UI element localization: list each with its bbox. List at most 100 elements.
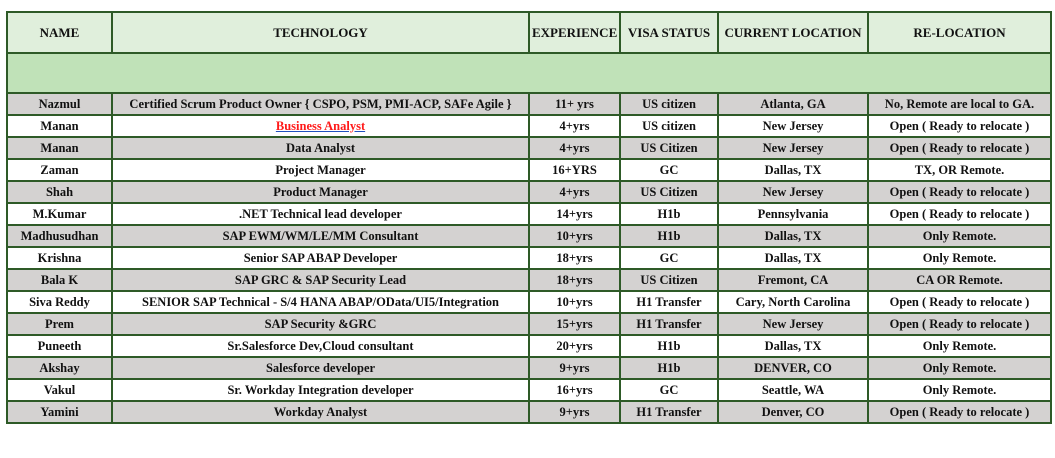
- technology-cell: Project Manager: [111, 158, 530, 182]
- relocation-cell: Only Remote.: [867, 378, 1052, 402]
- location-cell: New Jersey: [717, 114, 869, 138]
- visa-status-cell: US Citizen: [619, 268, 719, 292]
- experience-cell: 18+yrs: [528, 246, 621, 270]
- location-cell: DENVER, CO: [717, 356, 869, 380]
- table-row: Yamini Workday Analyst 9+yrs H1 Transfer Den…: [6, 400, 1052, 424]
- relocation-cell: Open ( Ready to relocate ): [867, 312, 1052, 336]
- experience-cell: 18+yrs: [528, 268, 621, 292]
- location-cell: Atlanta, GA: [717, 92, 869, 116]
- technology-cell: SAP GRC & SAP Security Lead: [111, 268, 530, 292]
- experience-cell: 16+YRS: [528, 158, 621, 182]
- table-row: Krishna Senior SAP ABAP Developer 18+yrs GC…: [6, 246, 1052, 270]
- header-row: NAME TECHNOLOGY EXPERIENCE VISA STATUS C…: [6, 11, 1052, 54]
- header-relocation: RE-LOCATION: [867, 11, 1052, 54]
- spacer-band: [6, 52, 1052, 94]
- technology-cell: SAP EWM/WM/LE/MM Consultant: [111, 224, 530, 248]
- name-cell: Manan: [6, 114, 113, 138]
- relocation-cell: Only Remote.: [867, 246, 1052, 270]
- location-cell: New Jersey: [717, 312, 869, 336]
- name-cell: Prem: [6, 312, 113, 336]
- table-row: Madhusudhan SAP EWM/WM/LE/MM Consultant 10…: [6, 224, 1052, 248]
- relocation-cell: Open ( Ready to relocate ): [867, 136, 1052, 160]
- location-cell: Cary, North Carolina: [717, 290, 869, 314]
- table-row: Siva Reddy SENIOR SAP Technical - S/4 HAN…: [6, 290, 1052, 314]
- candidates-table: NAME TECHNOLOGY EXPERIENCE VISA STATUS C…: [6, 11, 1052, 424]
- technology-cell: Sr. Workday Integration developer: [111, 378, 530, 402]
- technology-link[interactable]: Business Analyst: [275, 118, 366, 133]
- experience-cell: 14+yrs: [528, 202, 621, 226]
- name-cell: Vakul: [6, 378, 113, 402]
- name-cell: Nazmul: [6, 92, 113, 116]
- visa-status-cell: GC: [619, 378, 719, 402]
- visa-status-cell: H1 Transfer: [619, 312, 719, 336]
- visa-status-cell: H1b: [619, 202, 719, 226]
- location-cell: Fremont, CA: [717, 268, 869, 292]
- table-row: Nazmul Certified Scrum Product Owner { CS…: [6, 92, 1052, 116]
- experience-cell: 11+ yrs: [528, 92, 621, 116]
- relocation-cell: Open ( Ready to relocate ): [867, 114, 1052, 138]
- visa-status-cell: H1 Transfer: [619, 290, 719, 314]
- experience-cell: 4+yrs: [528, 180, 621, 204]
- visa-status-cell: GC: [619, 158, 719, 182]
- table-row: Puneeth Sr.Salesforce Dev,Cloud consultan…: [6, 334, 1052, 358]
- table-row: Prem SAP Security &GRC 15+yrs H1 Transfer Ne…: [6, 312, 1052, 336]
- technology-cell: Certified Scrum Product Owner { CSPO, PS…: [111, 92, 530, 116]
- name-cell: Yamini: [6, 400, 113, 424]
- relocation-cell: TX, OR Remote.: [867, 158, 1052, 182]
- table-row: M.Kumar .NET Technical lead developer 14+y…: [6, 202, 1052, 226]
- location-cell: Denver, CO: [717, 400, 869, 424]
- spacer-cell: [6, 52, 1052, 94]
- table-row: Shah Product Manager 4+yrs US Citizen New Je…: [6, 180, 1052, 204]
- technology-cell: Product Manager: [111, 180, 530, 204]
- name-cell: Siva Reddy: [6, 290, 113, 314]
- visa-status-cell: H1b: [619, 224, 719, 248]
- technology-cell: Senior SAP ABAP Developer: [111, 246, 530, 270]
- technology-cell: SAP Security &GRC: [111, 312, 530, 336]
- experience-cell: 10+yrs: [528, 224, 621, 248]
- name-cell: Madhusudhan: [6, 224, 113, 248]
- technology-cell: Salesforce developer: [111, 356, 530, 380]
- experience-cell: 4+yrs: [528, 114, 621, 138]
- technology-cell: SENIOR SAP Technical - S/4 HANA ABAP/ODa…: [111, 290, 530, 314]
- location-cell: New Jersey: [717, 180, 869, 204]
- visa-status-cell: GC: [619, 246, 719, 270]
- visa-status-cell: H1b: [619, 356, 719, 380]
- table-row: Bala K SAP GRC & SAP Security Lead 18+yrs U…: [6, 268, 1052, 292]
- technology-cell: Data Analyst: [111, 136, 530, 160]
- technology-cell: Business Analyst: [111, 114, 530, 138]
- table-row: Manan Data Analyst 4+yrs US Citizen New Jers…: [6, 136, 1052, 160]
- experience-cell: 16+yrs: [528, 378, 621, 402]
- relocation-cell: Open ( Ready to relocate ): [867, 180, 1052, 204]
- location-cell: Dallas, TX: [717, 224, 869, 248]
- relocation-cell: Only Remote.: [867, 356, 1052, 380]
- location-cell: Seattle, WA: [717, 378, 869, 402]
- visa-status-cell: H1b: [619, 334, 719, 358]
- table-row: Manan Business Analyst 4+yrs US citizen New …: [6, 114, 1052, 138]
- header-experience: EXPERIENCE: [528, 11, 621, 54]
- location-cell: Dallas, TX: [717, 334, 869, 358]
- name-cell: M.Kumar: [6, 202, 113, 226]
- header-current-location: CURRENT LOCATION: [717, 11, 869, 54]
- experience-cell: 15+yrs: [528, 312, 621, 336]
- relocation-cell: Open ( Ready to relocate ): [867, 400, 1052, 424]
- location-cell: New Jersey: [717, 136, 869, 160]
- visa-status-cell: US Citizen: [619, 180, 719, 204]
- table-row: Vakul Sr. Workday Integration developer 16…: [6, 378, 1052, 402]
- name-cell: Zaman: [6, 158, 113, 182]
- technology-cell: Workday Analyst: [111, 400, 530, 424]
- experience-cell: 4+yrs: [528, 136, 621, 160]
- table-row: Akshay Salesforce developer 9+yrs H1b DENVER…: [6, 356, 1052, 380]
- location-cell: Dallas, TX: [717, 246, 869, 270]
- experience-cell: 10+yrs: [528, 290, 621, 314]
- technology-cell: Sr.Salesforce Dev,Cloud consultant: [111, 334, 530, 358]
- relocation-cell: No, Remote are local to GA.: [867, 92, 1052, 116]
- visa-status-cell: US Citizen: [619, 136, 719, 160]
- relocation-cell: CA OR Remote.: [867, 268, 1052, 292]
- header-name: NAME: [6, 11, 113, 54]
- relocation-cell: Open ( Ready to relocate ): [867, 290, 1052, 314]
- location-cell: Dallas, TX: [717, 158, 869, 182]
- relocation-cell: Only Remote.: [867, 224, 1052, 248]
- name-cell: Shah: [6, 180, 113, 204]
- visa-status-cell: US citizen: [619, 114, 719, 138]
- name-cell: Krishna: [6, 246, 113, 270]
